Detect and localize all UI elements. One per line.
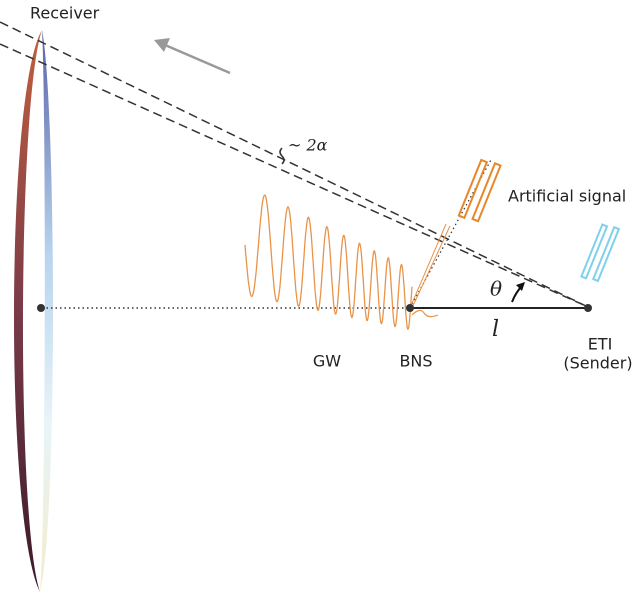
label: ~ 2α [288, 136, 328, 155]
label: Receiver [30, 4, 100, 23]
angle-arrowhead [516, 282, 525, 291]
arrow-head [154, 38, 170, 52]
merger [411, 309, 439, 318]
label: Artificial signal [508, 187, 626, 206]
ring-right [40, 30, 53, 592]
gw-wave [244, 194, 413, 331]
label: θ [490, 277, 502, 301]
receiver-point [37, 304, 45, 312]
arrow [164, 43, 231, 75]
label: (Sender) [563, 354, 632, 373]
label: ETI [588, 335, 613, 354]
signal-pulses-blue [580, 223, 621, 283]
eti-point [584, 304, 592, 312]
signal-pulses-orange [457, 158, 502, 223]
ring-left [13, 30, 42, 592]
label: GW [313, 352, 341, 371]
label: l [492, 317, 499, 342]
cone [409, 223, 451, 309]
beam-edge [0, 21, 587, 307]
bns-point [406, 304, 414, 312]
label: BNS [399, 352, 432, 371]
beam-edge [0, 43, 587, 307]
brace [279, 147, 285, 165]
